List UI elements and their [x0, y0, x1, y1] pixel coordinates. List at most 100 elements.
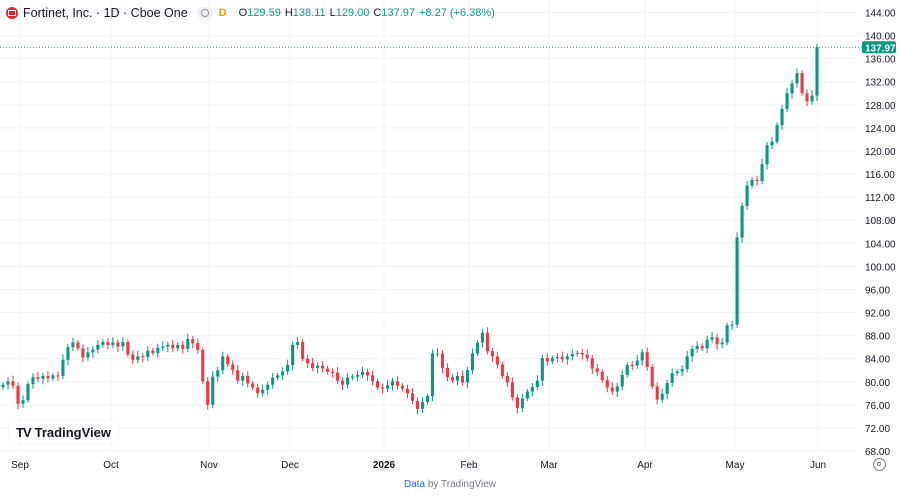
- last-price-tag-label: 137.97: [865, 43, 896, 54]
- candle-body: [430, 353, 435, 397]
- x-tick-label: 2026: [373, 460, 396, 471]
- candle-body: [356, 374, 360, 377]
- low-value: 129.00: [335, 7, 370, 19]
- change-value: +8.27 (+6.38%): [419, 7, 495, 19]
- candle-body: [815, 47, 819, 96]
- candle-body: [316, 365, 320, 368]
- y-tick-label: 136.00: [865, 55, 896, 66]
- candle-body: [625, 365, 629, 375]
- candle-body: [495, 356, 499, 365]
- high-value: 138.11: [292, 7, 326, 19]
- candle-body: [86, 352, 90, 358]
- candle-body: [765, 145, 769, 165]
- candle-body: [301, 341, 305, 359]
- candle-body: [645, 352, 649, 367]
- candle-body: [61, 359, 65, 376]
- settings-gear-icon[interactable]: [873, 458, 886, 471]
- y-tick-label: 100.00: [865, 262, 896, 273]
- y-tick-label: 124.00: [865, 124, 896, 135]
- candle-body: [156, 347, 160, 353]
- x-tick-label: Apr: [637, 460, 653, 471]
- candle-body: [36, 377, 40, 379]
- candlestick-series: [1, 44, 819, 415]
- candle-body: [341, 380, 345, 385]
- candle-body: [725, 325, 729, 343]
- candle-body: [630, 365, 634, 367]
- candle-body: [296, 341, 300, 345]
- candle-body: [675, 371, 679, 374]
- candle-body: [261, 389, 265, 394]
- candle-body: [800, 73, 804, 94]
- candle-body: [361, 371, 365, 375]
- candle-body: [600, 371, 604, 381]
- candle-body: [435, 353, 440, 355]
- tradingview-name: TradingView: [34, 424, 111, 440]
- y-tick-label: 76.00: [865, 401, 890, 412]
- candle-body: [111, 342, 115, 345]
- x-tick-label: Sep: [11, 460, 29, 471]
- candle-body: [141, 356, 145, 358]
- candle-body: [346, 377, 350, 385]
- candle-body: [26, 384, 30, 401]
- close-label: C: [373, 7, 382, 19]
- candle-body: [515, 397, 519, 409]
- candle-body: [271, 377, 275, 385]
- candle-body: [570, 354, 574, 357]
- candle-body: [575, 352, 579, 355]
- candle-body: [281, 371, 285, 376]
- candle-body: [475, 342, 479, 354]
- candle-body: [550, 358, 554, 362]
- candle-body: [665, 382, 669, 394]
- candle-body: [705, 339, 709, 349]
- candle-body: [620, 374, 624, 387]
- candle-body: [375, 381, 380, 388]
- candle-body: [176, 344, 180, 349]
- candle-body: [615, 386, 619, 392]
- candle-body: [660, 393, 664, 400]
- candle-body: [685, 356, 689, 370]
- visibility-eye-icon[interactable]: [196, 7, 213, 19]
- candle-body: [590, 358, 594, 369]
- candle-body: [485, 332, 489, 352]
- data-link[interactable]: Data: [403, 479, 426, 490]
- candle-body: [131, 354, 135, 360]
- candle-body: [425, 396, 430, 402]
- candle-body: [231, 364, 235, 371]
- candle-body: [256, 387, 260, 394]
- candle-body: [610, 387, 614, 392]
- x-tick-label: Feb: [460, 460, 478, 471]
- candle-body: [191, 339, 195, 344]
- candle-body: [11, 381, 15, 386]
- candle-body: [51, 375, 55, 379]
- tradingview-badge[interactable]: TV TradingView: [9, 421, 118, 443]
- high-label: H: [284, 7, 293, 19]
- candle-body: [226, 356, 230, 365]
- candle-body: [750, 179, 754, 186]
- candle-body: [266, 384, 270, 390]
- candle-body: [126, 341, 130, 355]
- candle-body: [770, 141, 774, 146]
- candle-body: [465, 370, 469, 383]
- candle-body: [785, 93, 789, 109]
- candle-body: [166, 344, 170, 347]
- x-tick-label: Jun: [810, 460, 826, 471]
- y-tick-label: 128.00: [865, 101, 896, 112]
- candle-body: [76, 342, 80, 349]
- candle-body: [635, 360, 639, 366]
- candle-body: [805, 93, 809, 102]
- candle-body: [510, 382, 514, 398]
- candle-body: [695, 345, 699, 349]
- candle-body: [580, 352, 584, 355]
- candle-body: [415, 400, 420, 409]
- candle-body: [311, 363, 315, 368]
- symbol-title[interactable]: Fortinet, Inc. · 1D · Cboe One: [23, 6, 188, 20]
- candle-body: [775, 125, 779, 142]
- chart-legend: Fortinet, Inc. · 1D · Cboe One D O 129.59…: [6, 5, 495, 21]
- data-flag: D: [218, 7, 227, 19]
- open-value: 129.59: [247, 7, 281, 19]
- candle-body: [655, 386, 659, 400]
- close-value: 137.97: [381, 7, 415, 19]
- chart-grid: [0, 0, 856, 452]
- candle-body: [385, 385, 390, 389]
